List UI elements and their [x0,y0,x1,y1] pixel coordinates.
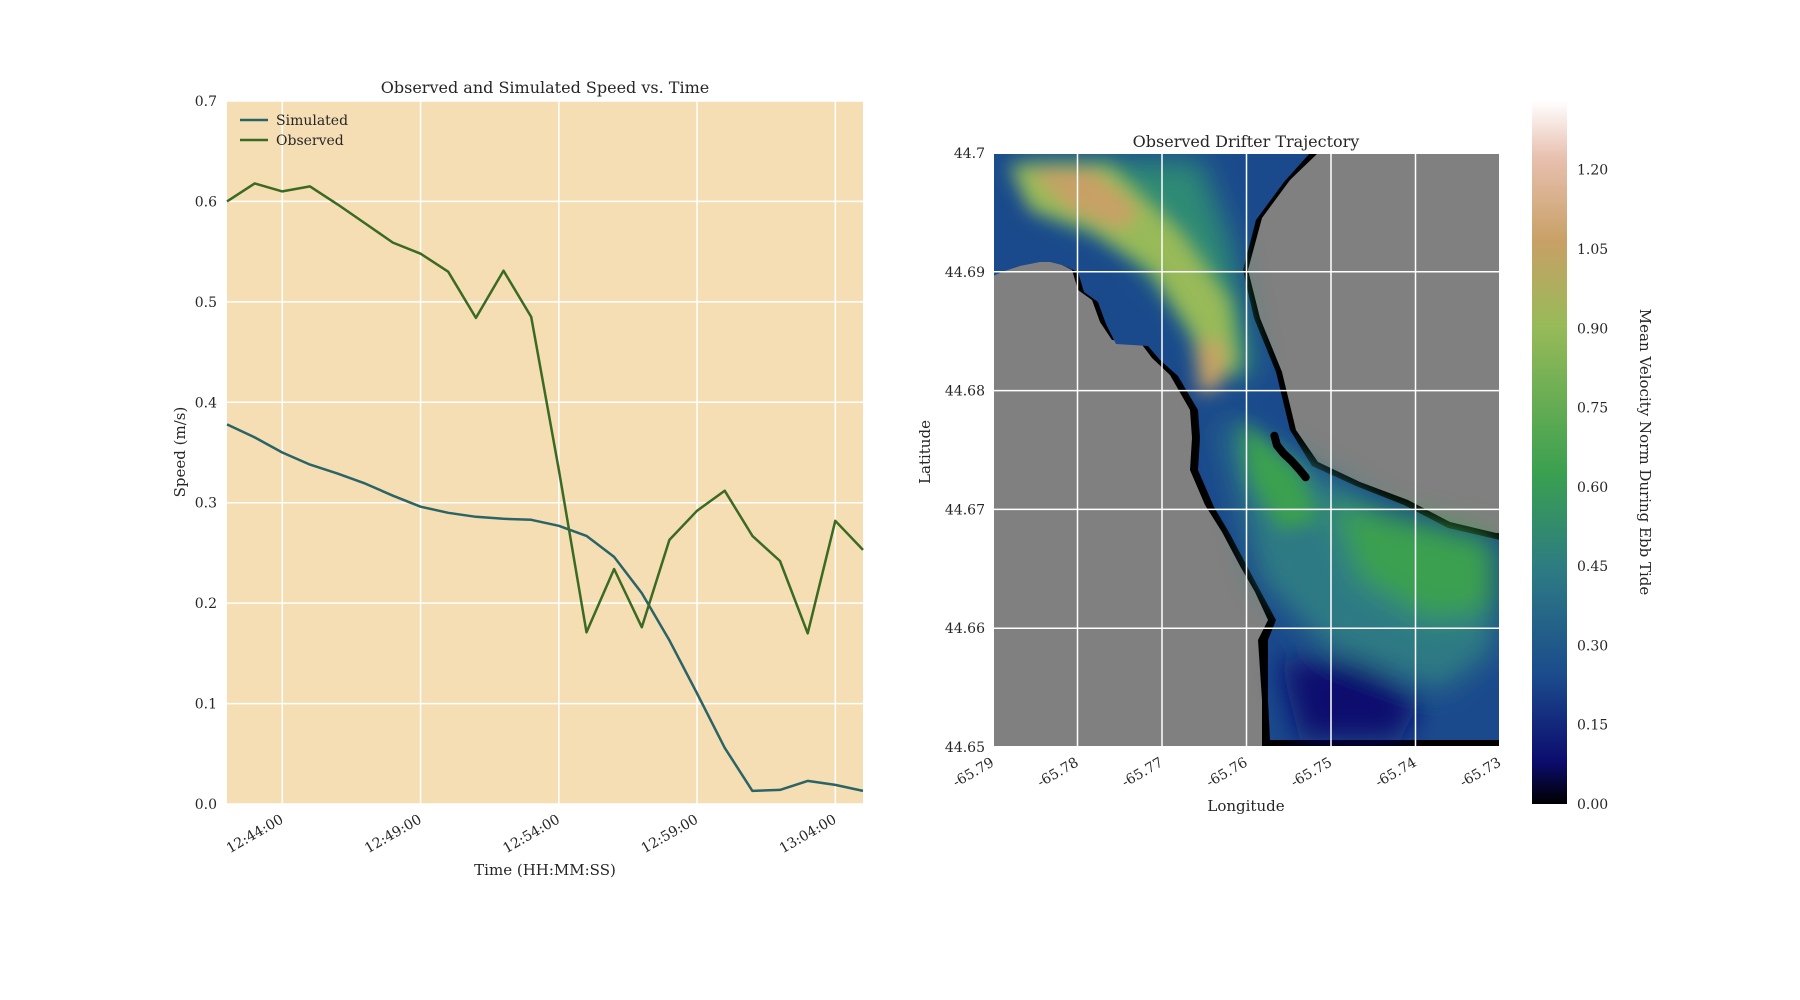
x-tick-label: 12:44:00 [224,812,286,857]
y-tick-label: 0.2 [195,596,217,612]
map-grid [992,152,1501,748]
colorbar-tick-label: 0.45 [1577,559,1608,575]
map-title: Observed Drifter Trajectory [1133,132,1360,151]
drifter-trajectory [1270,431,1310,482]
colorbar: 0.00 0.15 0.30 0.45 0.60 0.75 0.90 1.05 1.20 Mea… [1532,101,1654,813]
map-x-tick-label: -65.74 [1373,755,1420,791]
x-tick-label: 13:04:00 [777,812,839,857]
colorbar-label: Mean Velocity Norm During Ebb Tide [1636,309,1654,596]
map-x-tick-label: -65.73 [1457,755,1504,791]
colorbar-tick-label: 0.90 [1577,321,1608,337]
colorbar-tick-label: 1.20 [1577,163,1608,179]
map-y-tick-label: 44.67 [945,502,985,518]
map-frame [992,152,1501,748]
y-tick-label: 0.1 [195,697,217,713]
x-tick-label: 12:49:00 [362,812,424,857]
map-x-tick-label: -65.78 [1035,755,1082,791]
speed-chart: 0.0 0.1 0.2 0.3 0.4 0.5 0.6 0.7 12:44:00 12:49:0… [171,78,864,879]
legend-observed-label: Observed [276,133,344,149]
y-tick-label: 0.7 [195,94,217,110]
series-line-simulated [226,423,864,793]
map-y-tick-label: 44.65 [945,740,985,756]
colorbar-tick-label: 0.15 [1577,718,1608,734]
map-y-tick-label: 44.68 [945,384,985,400]
map-x-label: Longitude [1207,797,1284,815]
colorbar-ticks: 0.00 0.15 0.30 0.45 0.60 0.75 0.90 1.05 1.20 [1577,163,1608,813]
map-y-tick-label: 44.7 [954,146,985,162]
y-tick-label: 0.5 [195,295,217,311]
speed-chart-title: Observed and Simulated Speed vs. Time [381,78,709,97]
colorbar-tick-label: 1.05 [1577,242,1608,258]
map-x-tick-label: -65.77 [1119,755,1166,791]
speed-chart-lines [226,182,864,793]
x-tick-label: 12:54:00 [500,812,562,857]
speed-chart-y-label: Speed (m/s) [171,407,189,498]
legend-simulated-label: Simulated [276,113,348,129]
series-line-observed [226,182,864,635]
colorbar-tick-label: 0.00 [1577,797,1608,813]
colorbar-tick-label: 0.75 [1577,401,1608,417]
map-x-tick-label: -65.79 [950,755,997,791]
speed-chart-y-ticks: 0.0 0.1 0.2 0.3 0.4 0.5 0.6 0.7 [195,94,217,813]
y-tick-label: 0.3 [195,496,217,512]
colorbar-gradient [1532,101,1567,804]
y-tick-label: 0.4 [195,395,217,411]
y-tick-label: 0.6 [195,194,217,210]
speed-chart-grid [227,100,863,805]
speed-chart-legend: Simulated Observed [240,113,348,149]
y-tick-label: 0.0 [195,797,217,813]
map-x-tick-label: -65.75 [1288,755,1335,791]
x-tick-label: 12:59:00 [639,812,701,857]
map-x-ticks: -65.79 -65.78 -65.77 -65.76 -65.75 -65.74 -65.… [950,755,1504,791]
plot-background [227,101,863,804]
map-y-label: Latitude [916,420,934,484]
colorbar-tick-label: 0.60 [1577,480,1608,496]
map-x-tick-label: -65.76 [1204,755,1251,791]
map-y-tick-label: 44.69 [945,265,985,281]
colorbar-tick-label: 0.30 [1577,638,1608,654]
speed-chart-x-label: Time (HH:MM:SS) [474,861,616,879]
speed-chart-x-ticks: 12:44:00 12:49:00 12:54:00 12:59:00 13:04:00 [224,812,840,857]
map-y-ticks: 44.65 44.66 44.67 44.68 44.69 44.7 [945,146,985,756]
map-y-tick-label: 44.66 [945,621,985,637]
